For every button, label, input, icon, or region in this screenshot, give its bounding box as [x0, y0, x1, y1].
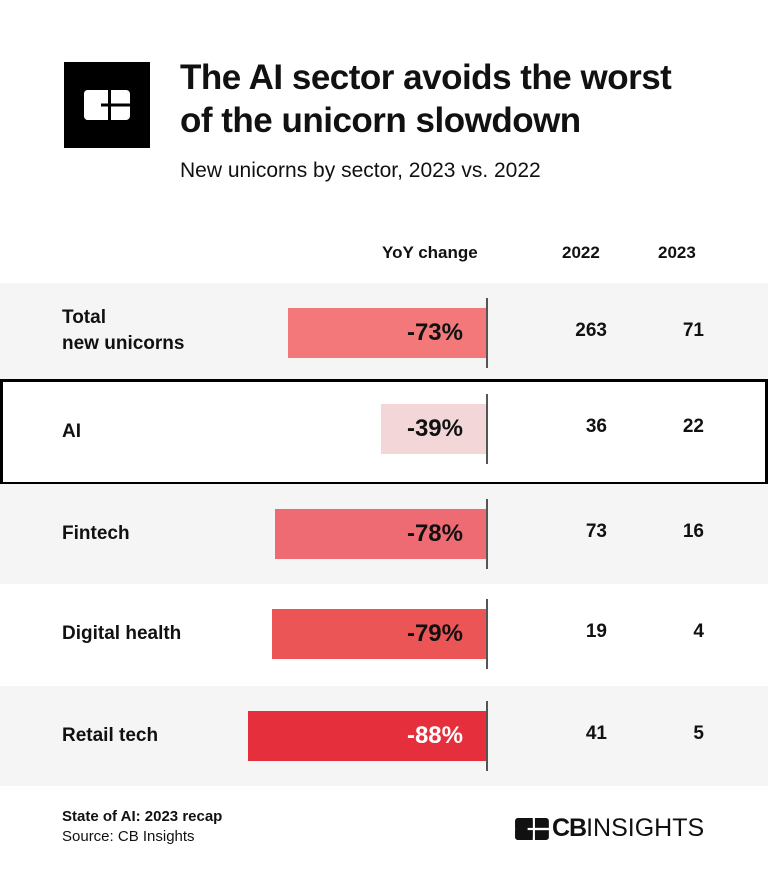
brand-thin: INSIGHTS [586, 814, 705, 842]
value-2022: 19 [585, 621, 607, 642]
yoy-bar: -88% [247, 711, 487, 761]
report-name: State of AI: 2023 recap [62, 808, 223, 825]
table-row: Fintech -78% 73 16 [0, 484, 768, 584]
row-label-line-1: Retail tech [62, 725, 159, 746]
row-label-line-1: Fintech [62, 523, 130, 544]
brand-bold: CB [552, 814, 587, 842]
row-label: AI [62, 419, 81, 445]
row-label: Digital health [62, 621, 181, 647]
value-2023: 4 [693, 621, 704, 642]
table-row: Retail tech -88% 41 5 [0, 686, 768, 786]
yoy-bar: -39% [380, 404, 487, 454]
cb-insights-brand: CB INSIGHTS [515, 814, 704, 843]
row-label-line-2: new unicorns [62, 333, 185, 354]
table-row: Total new unicorns -73% 263 71 [0, 283, 768, 383]
value-2022: 41 [585, 723, 607, 744]
value-2023: 5 [693, 723, 704, 744]
cb-logo [64, 62, 150, 148]
title-line-1: The AI sector avoids the worst [180, 58, 672, 97]
chart-title: The AI sector avoids the worst of the un… [180, 56, 672, 142]
value-2023: 71 [682, 320, 704, 341]
column-header-2023: 2023 [658, 243, 696, 262]
row-label-line-1: AI [62, 421, 81, 442]
column-header-2022: 2022 [562, 243, 600, 262]
column-header-yoy: YoY change [382, 243, 478, 262]
title-line-2: of the unicorn slowdown [180, 101, 581, 140]
table-row: AI -39% 36 22 [0, 379, 768, 485]
row-label: Fintech [62, 521, 130, 547]
yoy-bar-label: -78% [406, 520, 463, 547]
source-note: Source: CB Insights [62, 828, 195, 845]
yoy-bar-label: -88% [406, 722, 463, 749]
yoy-bar: -79% [272, 609, 487, 659]
row-label: Total new unicorns [62, 305, 184, 357]
yoy-bar-label: -39% [406, 415, 463, 442]
cb-logo-icon [84, 90, 130, 120]
zero-axis-line [486, 394, 488, 464]
row-label-line-1: Total [62, 307, 106, 328]
chart-subtitle: New unicorns by sector, 2023 vs. 2022 [180, 159, 541, 182]
zero-axis-line [486, 701, 488, 771]
row-label-line-1: Digital health [62, 623, 182, 644]
yoy-bar: -78% [274, 509, 487, 559]
yoy-bar-label: -79% [406, 620, 463, 647]
zero-axis-line [486, 499, 488, 569]
cb-brand-icon [515, 817, 549, 840]
zero-axis-line [486, 298, 488, 368]
table-row: Digital health -79% 19 4 [0, 584, 768, 684]
yoy-bar: -73% [288, 308, 487, 358]
value-2023: 16 [682, 521, 704, 542]
value-2022: 36 [585, 416, 607, 437]
value-2023: 22 [682, 416, 704, 437]
yoy-bar-label: -73% [406, 319, 463, 346]
value-2022: 73 [585, 521, 607, 542]
value-2022: 263 [575, 320, 607, 341]
zero-axis-line [486, 599, 488, 669]
row-label: Retail tech [62, 723, 158, 749]
